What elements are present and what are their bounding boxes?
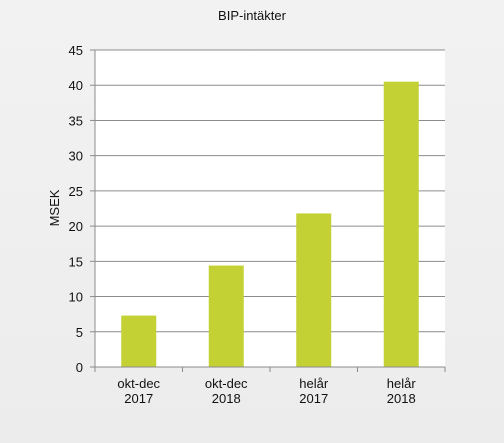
y-tick-label: 20 — [69, 219, 83, 234]
x-tick-label-line: helår — [387, 376, 417, 391]
y-tick-label: 30 — [69, 149, 83, 164]
x-tick-label-line: 2018 — [212, 391, 241, 406]
chart-title: BIP-intäkter — [218, 8, 287, 23]
x-tick-label-line: okt-dec — [117, 376, 160, 391]
bar — [121, 315, 157, 367]
bar — [383, 81, 419, 367]
y-tick-label: 35 — [69, 113, 83, 128]
bar — [296, 213, 332, 367]
x-tick-label-line: okt-dec — [205, 376, 248, 391]
y-tick-label: 15 — [69, 254, 83, 269]
x-tick-label-line: helår — [299, 376, 329, 391]
y-tick-label: 5 — [76, 325, 83, 340]
x-tick-label: helår 2018 — [387, 376, 417, 406]
bar — [208, 265, 244, 367]
y-tick-label: 25 — [69, 184, 83, 199]
x-tick-label: okt-dec 2018 — [205, 376, 248, 406]
y-tick-label: 40 — [69, 78, 83, 93]
x-tick-label-line: 2017 — [299, 391, 328, 406]
y-tick-label: 45 — [69, 43, 83, 58]
x-tick-label: okt-dec 2017 — [117, 376, 160, 406]
x-tick-label-line: 2017 — [124, 391, 153, 406]
y-axis-label: MSEK — [47, 189, 62, 226]
y-tick-label: 0 — [76, 360, 83, 375]
y-tick-label: 10 — [69, 290, 83, 305]
x-tick-label-line: 2018 — [387, 391, 416, 406]
x-tick-label: helår 2017 — [299, 376, 329, 406]
